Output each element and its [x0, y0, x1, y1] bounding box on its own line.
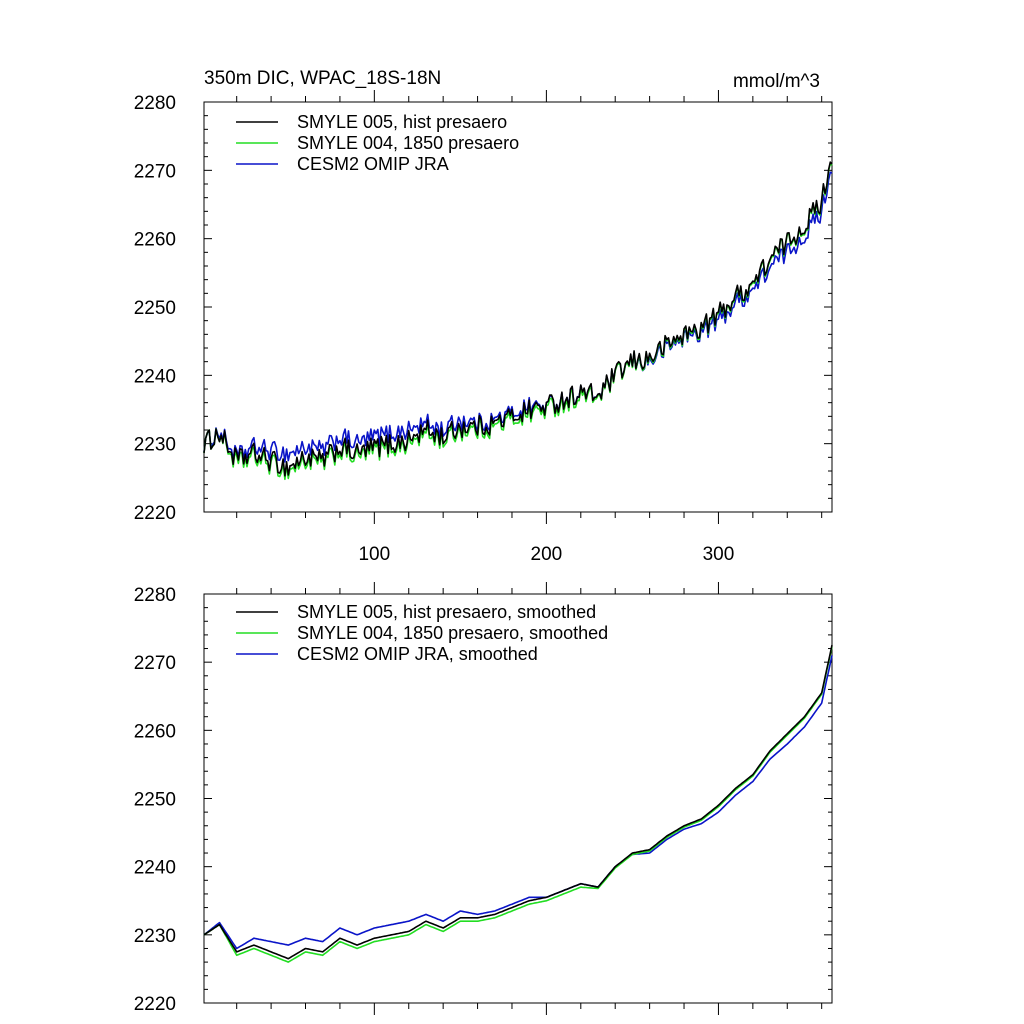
y-tick-label: 2240 [134, 858, 176, 879]
y-tick-label: 2270 [134, 653, 176, 674]
y-tick-label: 2260 [134, 721, 176, 742]
legend-label: SMYLE 004, 1850 presaero [297, 133, 519, 153]
series-line-smyle005 [203, 644, 833, 960]
y-tick-label: 2220 [134, 503, 176, 524]
y-tick-label: 2230 [134, 435, 176, 456]
x-tick-label: 200 [531, 544, 563, 565]
x-tick-label: 100 [358, 544, 390, 565]
y-tick-label: 2240 [134, 366, 176, 387]
legend-label: SMYLE 005, hist presaero [297, 112, 507, 132]
legend-label: SMYLE 004, 1850 presaero, smoothed [297, 623, 608, 643]
series-line-smyle005 [203, 161, 833, 477]
panel-smoothed: 2220 2230 2240 2250 2260 2270 2280 SMYLE 005, h… [134, 582, 833, 1015]
series-line-cesm2 [203, 655, 833, 950]
y-tick-label: 2280 [134, 585, 176, 606]
y-tick-label: 2250 [134, 298, 176, 319]
series-line-smyle004 [203, 646, 833, 963]
legend-label: CESM2 OMIP JRA, smoothed [297, 644, 538, 664]
y-tick-label: 2280 [134, 93, 176, 114]
plot-title: 350m DIC, WPAC_18S-18N [204, 68, 441, 89]
y-tick-label: 2230 [134, 926, 176, 947]
panel-daily: 2220 2230 2240 2250 2260 2270 2280 100 200 300 SMY… [134, 90, 833, 565]
x-tick-label: 300 [703, 544, 735, 565]
legend-label: CESM2 OMIP JRA [297, 154, 449, 174]
y-tick-label: 2220 [134, 994, 176, 1015]
y-tick-label: 2270 [134, 161, 176, 182]
y-tick-label: 2260 [134, 230, 176, 251]
units-label: mmol/m^3 [733, 71, 820, 92]
series-line-cesm2 [203, 171, 833, 463]
y-tick-label: 2250 [134, 790, 176, 811]
legend-label: SMYLE 005, hist presaero, smoothed [297, 602, 596, 622]
